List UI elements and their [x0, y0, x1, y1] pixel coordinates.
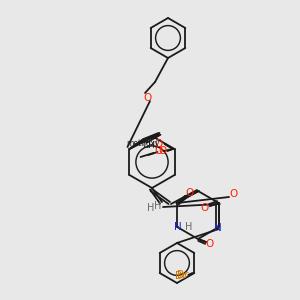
Text: O: O: [229, 189, 237, 199]
Text: Br: Br: [177, 270, 188, 280]
Text: O: O: [185, 188, 193, 198]
Text: N: N: [174, 222, 182, 232]
Text: O: O: [144, 93, 152, 103]
Text: O: O: [154, 146, 163, 156]
Text: H: H: [147, 203, 155, 213]
Text: methoxy: methoxy: [126, 140, 159, 148]
Text: O: O: [154, 139, 163, 149]
Text: Br: Br: [175, 271, 186, 281]
Text: O: O: [158, 146, 166, 156]
Text: N: N: [214, 223, 222, 233]
Text: H: H: [154, 201, 162, 211]
Text: H: H: [184, 222, 192, 232]
Text: CH: CH: [142, 140, 155, 149]
Text: O: O: [201, 203, 209, 213]
Text: O: O: [206, 239, 214, 249]
